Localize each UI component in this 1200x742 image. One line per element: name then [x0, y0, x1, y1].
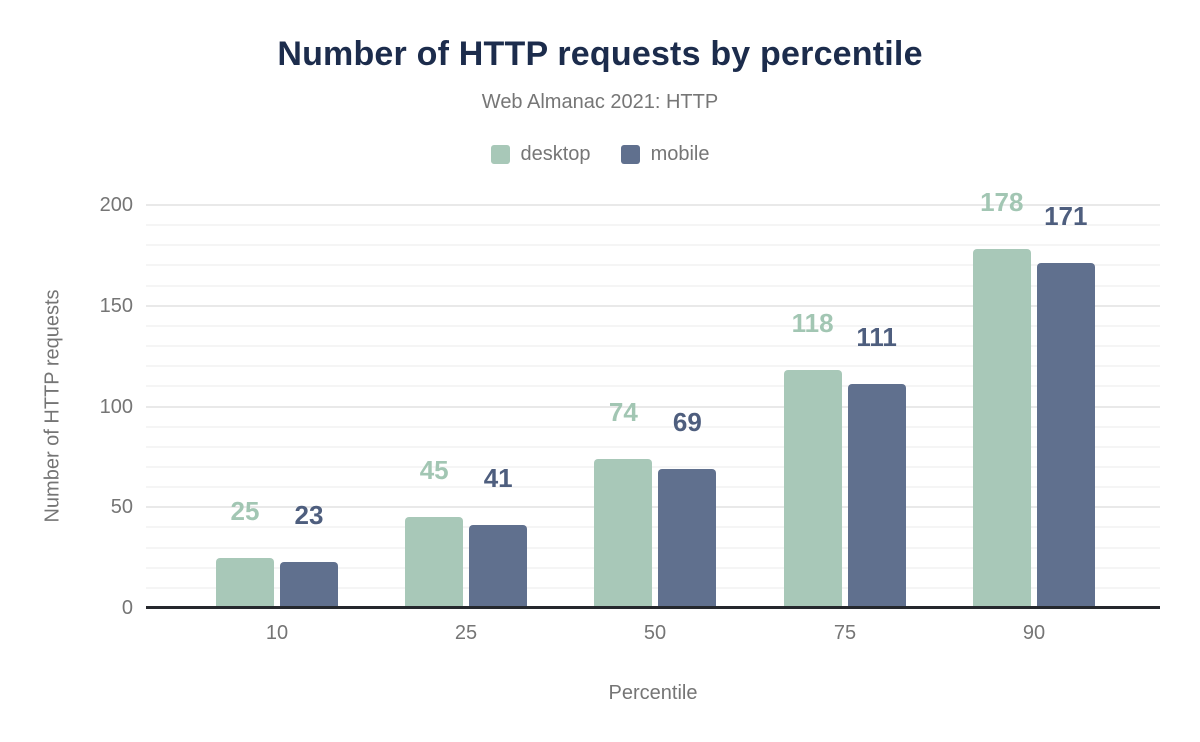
gridline-60	[146, 486, 1160, 489]
bar-desktop-p90[interactable]	[972, 249, 1031, 608]
plot-area: 25 23 45 41 74 69 118 111 178 171	[146, 189, 1160, 609]
bar-mobile-p75[interactable]	[847, 384, 906, 608]
y-tick-label-50: 50	[110, 496, 133, 518]
legend-item-desktop[interactable]: desktop	[490, 143, 591, 165]
gridline-190	[146, 224, 1160, 227]
x-tick-label-75: 75	[833, 622, 857, 644]
desktop-swatch-icon	[490, 144, 510, 164]
gridline-40	[146, 526, 1160, 529]
bar-mobile-p25[interactable]	[469, 525, 528, 608]
x-axis-line	[146, 606, 1160, 609]
gridline-130	[146, 345, 1160, 348]
value-label-desktop-p75: 118	[791, 308, 834, 339]
value-label-desktop-p10: 25	[230, 495, 260, 526]
value-label-mobile-p10: 23	[294, 499, 324, 530]
x-axis-title: Percentile	[608, 682, 698, 704]
gridline-80	[146, 445, 1160, 448]
mobile-swatch-icon	[620, 144, 640, 164]
gridline-20	[146, 566, 1160, 569]
y-tick-label-150: 150	[99, 295, 133, 317]
gridline-180	[146, 244, 1160, 247]
gridline-170	[146, 264, 1160, 267]
legend-label-desktop: desktop	[520, 143, 591, 165]
x-tick-label-25: 25	[454, 622, 478, 644]
value-label-desktop-p90: 178	[980, 187, 1024, 218]
legend: desktop mobile	[0, 143, 1200, 165]
value-label-desktop-p50: 74	[608, 396, 638, 427]
chart-title: Number of HTTP requests by percentile	[277, 35, 923, 73]
gridline-30	[146, 546, 1160, 549]
gridline-120	[146, 365, 1160, 368]
gridline-90	[146, 425, 1160, 428]
chart-subtitle: Web Almanac 2021: HTTP	[481, 91, 719, 113]
value-label-desktop-p25: 45	[419, 455, 449, 486]
gridline-50	[146, 506, 1160, 509]
bar-desktop-p10[interactable]	[216, 557, 274, 608]
x-tick-label-90: 90	[1022, 622, 1046, 644]
bar-desktop-p75[interactable]	[783, 370, 842, 608]
y-tick-label-100: 100	[99, 396, 133, 418]
gridline-100	[146, 405, 1160, 408]
value-label-mobile-p90: 171	[1044, 201, 1088, 232]
bar-mobile-p90[interactable]	[1036, 263, 1095, 608]
bar-desktop-p25[interactable]	[405, 517, 464, 608]
bar-mobile-p50[interactable]	[658, 468, 717, 608]
gridline-200	[146, 204, 1160, 206]
value-label-mobile-p50: 69	[672, 406, 702, 437]
value-label-mobile-p75: 111	[856, 322, 897, 353]
legend-item-mobile[interactable]: mobile	[620, 143, 710, 165]
gridline-160	[146, 284, 1160, 287]
gridline-70	[146, 465, 1160, 468]
legend-label-mobile: mobile	[650, 143, 710, 165]
gridline-140	[146, 324, 1160, 327]
value-label-mobile-p25: 41	[483, 463, 513, 494]
gridline-110	[146, 385, 1160, 388]
bar-desktop-p50[interactable]	[594, 458, 653, 608]
x-tick-label-50: 50	[643, 622, 667, 644]
gridline-10	[146, 586, 1160, 589]
x-tick-label-10: 10	[265, 622, 289, 644]
gridline-150	[146, 304, 1160, 307]
bar-mobile-p10[interactable]	[280, 561, 338, 608]
y-tick-label-0: 0	[121, 597, 133, 619]
y-tick-label-200: 200	[99, 194, 133, 216]
